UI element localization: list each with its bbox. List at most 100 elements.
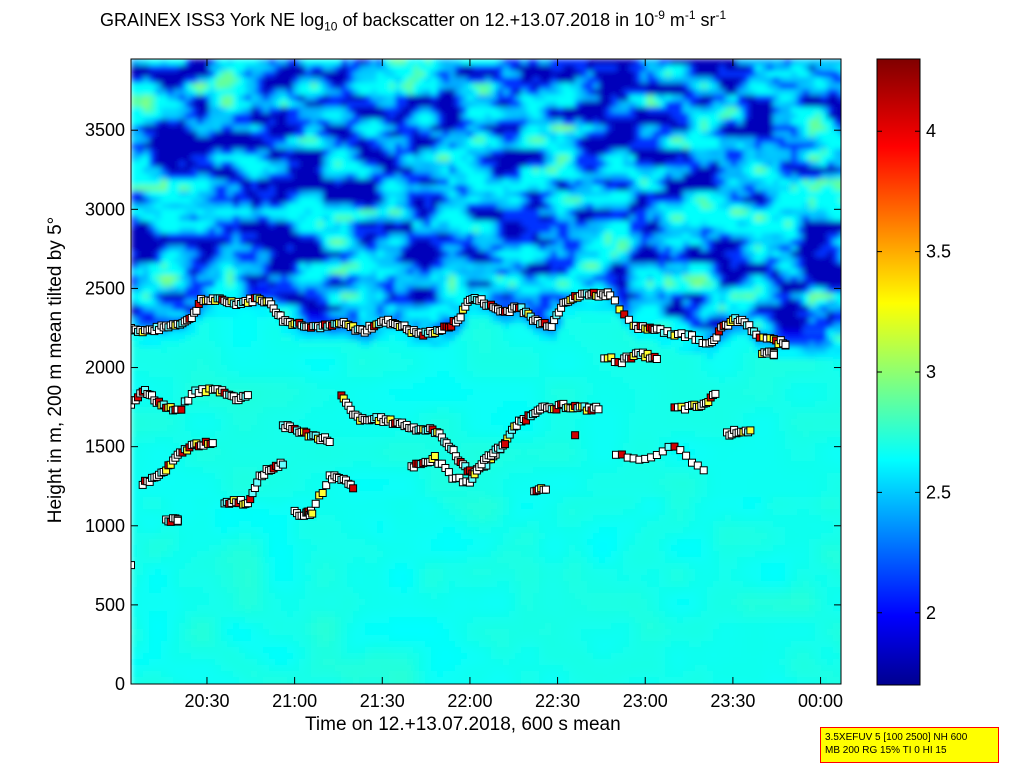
heatmap-cell	[389, 245, 396, 252]
heatmap-cell	[269, 227, 276, 234]
heatmap-cell	[749, 95, 756, 102]
heatmap-cell	[707, 107, 714, 114]
heatmap-cell	[611, 95, 618, 102]
heatmap-cell	[533, 185, 540, 192]
heatmap-cell	[689, 131, 696, 138]
heatmap-cell	[323, 269, 330, 276]
heatmap-cell	[449, 275, 456, 282]
heatmap-cell	[311, 137, 318, 144]
heatmap-cell	[359, 167, 366, 174]
heatmap-cell	[653, 107, 660, 114]
heatmap-cell	[767, 167, 774, 174]
heatmap-cell	[185, 101, 192, 108]
heatmap-cell	[299, 173, 306, 180]
heatmap-cell	[365, 77, 372, 84]
heatmap-cell	[767, 221, 774, 228]
heatmap-cell	[743, 227, 750, 234]
heatmap-cell	[245, 185, 252, 192]
heatmap-cell	[797, 245, 804, 252]
heatmap-cell	[371, 275, 378, 282]
heatmap-cell	[299, 65, 306, 72]
heatmap-cell	[173, 251, 180, 258]
heatmap-cell	[491, 233, 498, 240]
heatmap-cell	[719, 275, 726, 282]
heatmap-cell	[653, 197, 660, 204]
heatmap-cell	[611, 257, 618, 264]
heatmap-cell	[149, 167, 156, 174]
heatmap-cell	[353, 137, 360, 144]
heatmap-cell	[701, 209, 708, 216]
heatmap-cell	[191, 113, 198, 120]
heatmap-cell	[143, 299, 150, 306]
heatmap-cell	[815, 281, 822, 288]
heatmap-cell	[131, 281, 138, 288]
heatmap-cell	[197, 143, 204, 150]
heatmap-cell	[413, 131, 420, 138]
heatmap-cell	[509, 59, 516, 66]
heatmap-cell	[617, 221, 624, 228]
heatmap-cell	[269, 161, 276, 168]
heatmap-cell	[257, 287, 264, 294]
heatmap-cell	[623, 227, 630, 234]
heatmap-cell	[659, 59, 666, 66]
heatmap-cell	[479, 149, 486, 156]
heatmap-cell	[743, 167, 750, 174]
heatmap-cell	[407, 239, 414, 246]
heatmap-cell	[371, 197, 378, 204]
heatmap-cell	[341, 209, 348, 216]
heatmap-cell	[497, 71, 504, 78]
heatmap-cell	[311, 209, 318, 216]
heatmap-cell	[797, 239, 804, 246]
heatmap-cell	[389, 215, 396, 222]
heatmap-cell	[569, 149, 576, 156]
heatmap-cell	[431, 215, 438, 222]
heatmap-cell	[731, 227, 738, 234]
heatmap-cell	[569, 275, 576, 282]
heatmap-cell	[137, 107, 144, 114]
heatmap-cell	[245, 143, 252, 150]
heatmap-cell	[599, 263, 606, 270]
heatmap-cell	[791, 95, 798, 102]
heatmap-cell	[833, 65, 840, 72]
heatmap-cell	[383, 233, 390, 240]
heatmap-cell	[317, 137, 324, 144]
heatmap-cell	[389, 257, 396, 264]
heatmap-cell	[203, 179, 210, 186]
heatmap-cell	[239, 131, 246, 138]
heatmap-cell	[413, 155, 420, 162]
heatmap-cell	[635, 287, 642, 294]
heatmap-cell	[641, 269, 648, 276]
heatmap-cell	[143, 71, 150, 78]
heatmap-cell	[389, 77, 396, 84]
heatmap-cell	[737, 215, 744, 222]
heatmap-cell	[839, 179, 841, 186]
heatmap-cell	[737, 149, 744, 156]
heatmap-cell	[701, 101, 708, 108]
heatmap-cell	[587, 197, 594, 204]
heatmap-cell	[815, 71, 822, 78]
heatmap-cell	[395, 251, 402, 258]
heatmap-cell	[599, 125, 606, 132]
heatmap-cell	[137, 155, 144, 162]
heatmap-cell	[221, 107, 228, 114]
heatmap-cell	[689, 233, 696, 240]
heatmap-cell	[311, 287, 318, 294]
heatmap-cell	[695, 233, 702, 240]
heatmap-cell	[491, 101, 498, 108]
heatmap-cell	[737, 227, 744, 234]
heatmap-cell	[419, 233, 426, 240]
heatmap-cell	[641, 263, 648, 270]
heatmap-cell	[401, 71, 408, 78]
heatmap-cell	[821, 149, 828, 156]
heatmap-cell	[269, 179, 276, 186]
heatmap-cell	[419, 257, 426, 264]
heatmap-cell	[827, 197, 834, 204]
heatmap-cell	[407, 275, 414, 282]
heatmap-cell	[137, 197, 144, 204]
heatmap-cell	[311, 305, 318, 312]
heatmap-cell	[815, 287, 822, 294]
heatmap-cell	[671, 125, 678, 132]
heatmap-cell	[209, 245, 216, 252]
heatmap-cell	[563, 239, 570, 246]
heatmap-cell	[617, 287, 624, 294]
